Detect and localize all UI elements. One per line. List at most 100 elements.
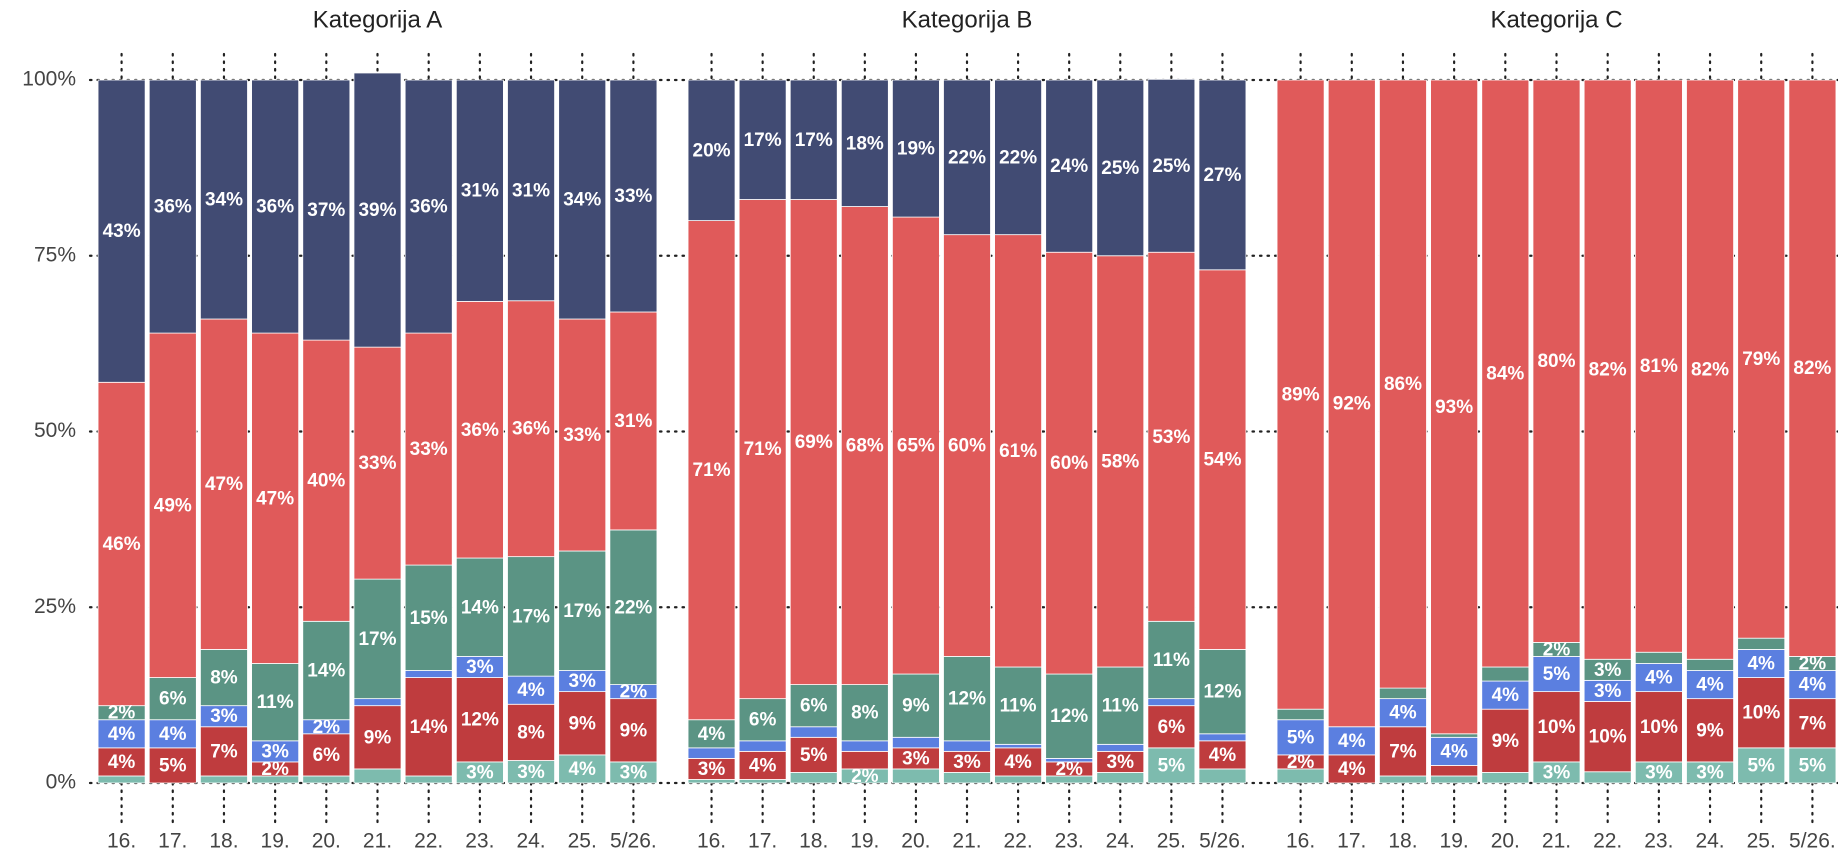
data-label: 3%	[698, 759, 726, 780]
bar-segment	[1096, 255, 1145, 668]
bar-segment	[994, 79, 1042, 236]
bar-segment	[1430, 765, 1479, 777]
data-label: 10%	[1742, 703, 1780, 724]
bar-segment	[1147, 620, 1196, 700]
bar-segment	[1327, 79, 1376, 728]
data-label: 60%	[1050, 453, 1088, 474]
bar-segment	[1379, 775, 1427, 784]
data-label: 34%	[563, 190, 601, 211]
data-label: 4%	[1696, 675, 1724, 696]
x-tick-label: 16.	[697, 830, 726, 853]
bar-segment	[892, 768, 940, 784]
x-tick-label: 21.	[1542, 830, 1571, 853]
y-tick-label: 50%	[34, 419, 76, 442]
bar-segment	[353, 768, 402, 784]
data-label: 4%	[159, 724, 187, 745]
data-label: 11%	[1102, 696, 1139, 717]
x-tick-label: 19.	[850, 830, 879, 853]
bar-segment	[302, 79, 351, 341]
x-tick-label: 18.	[209, 830, 238, 853]
bar-segment	[609, 79, 658, 313]
data-label: 60%	[948, 436, 986, 457]
bar-segment	[200, 649, 248, 707]
bar-segment	[1045, 251, 1094, 675]
data-label: 25%	[1152, 156, 1190, 177]
bar-segment	[1634, 651, 1683, 664]
data-label: 36%	[154, 197, 192, 218]
bar-segment	[1583, 79, 1632, 660]
bar-segment	[1198, 79, 1247, 271]
bar-segment	[1532, 691, 1581, 763]
x-tick-label: 19.	[1440, 830, 1469, 853]
bar-segment	[97, 79, 146, 383]
bar-segment	[404, 670, 453, 678]
data-label: 25%	[1101, 158, 1139, 179]
bar-segment	[1198, 768, 1247, 784]
bar-segment	[1737, 79, 1786, 639]
bar-segment	[1737, 677, 1786, 749]
data-label: 3%	[568, 671, 596, 692]
x-tick-label: 23.	[1055, 830, 1084, 853]
x-tick-label: 24.	[1106, 830, 1135, 853]
data-label: 92%	[1333, 393, 1371, 414]
data-label: 82%	[1793, 358, 1831, 379]
data-label: 9%	[620, 720, 648, 741]
data-label: 4%	[698, 724, 726, 745]
data-label: 24%	[1050, 156, 1088, 177]
bar-segment	[148, 677, 197, 721]
bar-segment	[455, 301, 504, 559]
data-label: 6%	[800, 696, 828, 717]
data-label: 12%	[461, 710, 499, 731]
data-label: 2%	[1543, 639, 1571, 660]
data-label: 18%	[846, 133, 884, 154]
bar-layer	[97, 72, 1837, 784]
bar-segment	[507, 675, 555, 705]
bar-segment	[1198, 649, 1247, 735]
bar-segment	[97, 747, 146, 777]
data-label: 4%	[568, 759, 596, 780]
bar-segment	[943, 79, 991, 236]
bar-segment	[1686, 79, 1734, 660]
data-label: 5%	[159, 755, 187, 776]
bar-segment	[1634, 79, 1683, 653]
bar-segment	[1379, 726, 1427, 777]
bar-segment	[1276, 708, 1325, 721]
data-label: 71%	[693, 460, 731, 481]
bar-segment	[789, 684, 838, 728]
bar-segment	[251, 663, 300, 742]
bar-segment	[840, 684, 889, 742]
data-label: 8%	[210, 668, 238, 689]
data-label: 33%	[563, 425, 601, 446]
data-label: 39%	[358, 200, 396, 221]
data-label: 69%	[795, 432, 833, 453]
data-label: 17%	[512, 606, 550, 627]
bar-segment	[507, 703, 555, 761]
bar-segment	[1481, 666, 1530, 682]
data-label: 84%	[1486, 364, 1524, 385]
data-label: 4%	[108, 752, 136, 773]
data-label: 4%	[1747, 654, 1775, 675]
data-label: 31%	[614, 411, 652, 432]
data-label: 9%	[364, 727, 392, 748]
bar-segment	[1198, 740, 1247, 770]
bar-segment	[1379, 687, 1427, 700]
bar-segment	[200, 775, 248, 784]
x-tick-label: 24.	[516, 830, 545, 853]
bar-segment	[148, 747, 197, 784]
data-label: 46%	[103, 534, 141, 555]
data-label: 3%	[517, 762, 545, 783]
bar-segment	[687, 79, 736, 222]
data-label: 20%	[693, 140, 731, 161]
data-label: 7%	[210, 741, 238, 762]
bar-segment	[1634, 663, 1683, 693]
data-label: 3%	[620, 762, 648, 783]
bar-segment	[738, 779, 787, 784]
bar-segment	[738, 698, 787, 742]
data-label: 17%	[795, 130, 833, 151]
x-tick-label: 22.	[1593, 830, 1622, 853]
data-label: 6%	[159, 689, 187, 710]
bar-segment	[1096, 772, 1145, 784]
data-label: 54%	[1203, 450, 1241, 471]
data-label: 11%	[1153, 650, 1190, 671]
data-label: 15%	[410, 608, 448, 629]
